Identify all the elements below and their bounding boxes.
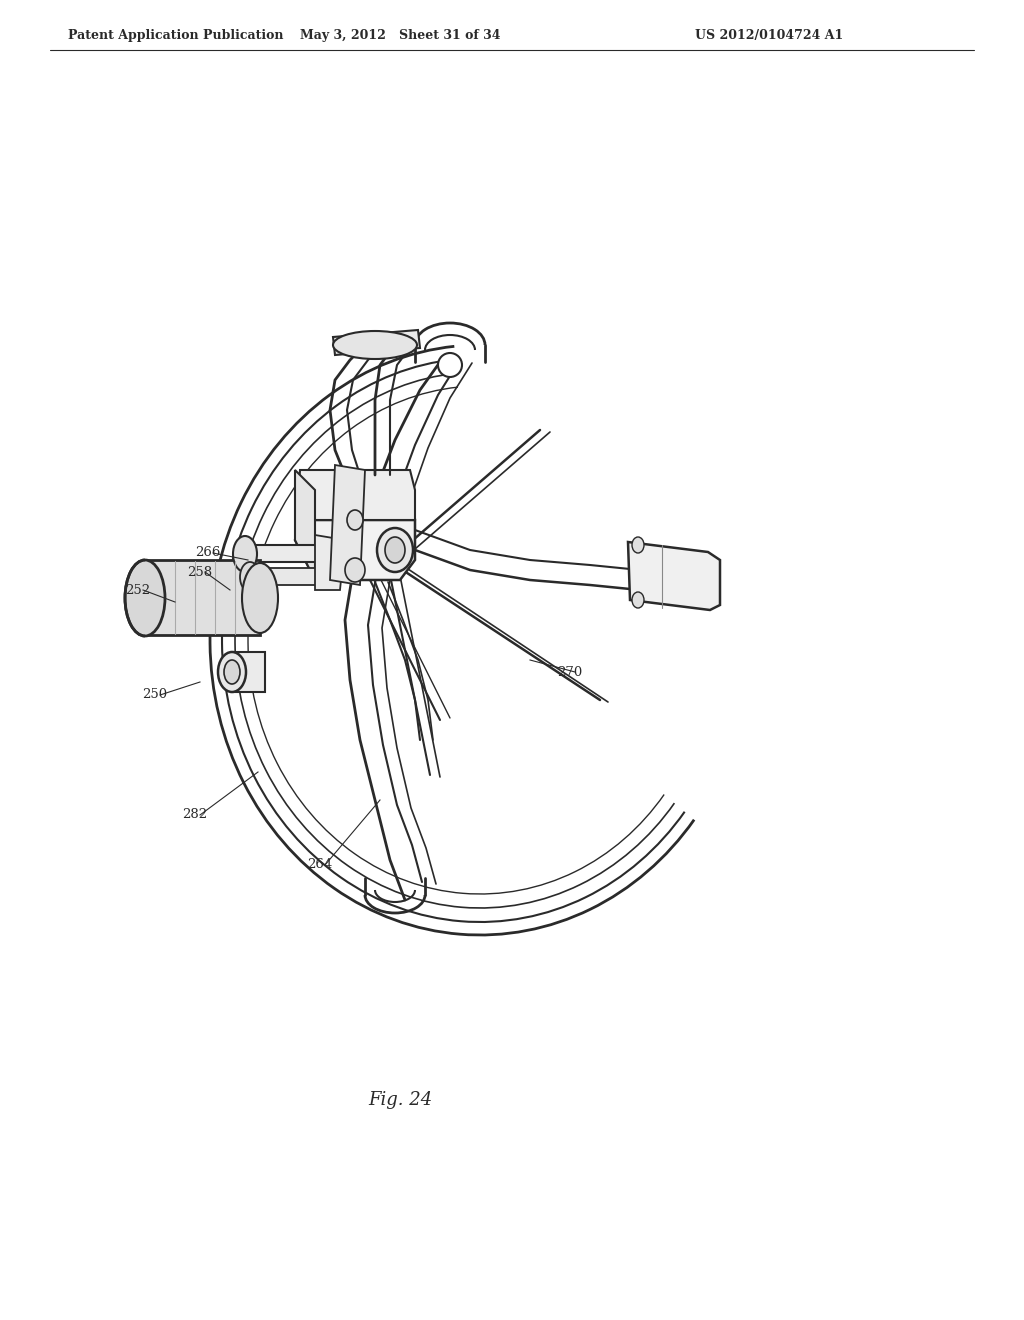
Text: 252: 252	[125, 583, 151, 597]
Polygon shape	[315, 535, 345, 590]
Ellipse shape	[385, 537, 406, 564]
Polygon shape	[295, 520, 415, 579]
Ellipse shape	[125, 560, 165, 636]
Polygon shape	[250, 568, 319, 585]
Text: 282: 282	[182, 808, 208, 821]
Polygon shape	[245, 545, 325, 562]
Polygon shape	[628, 543, 720, 610]
Text: 270: 270	[557, 665, 583, 678]
Ellipse shape	[377, 528, 413, 572]
Text: 266: 266	[196, 546, 221, 560]
Ellipse shape	[224, 660, 240, 684]
Ellipse shape	[218, 652, 246, 692]
Text: May 3, 2012   Sheet 31 of 34: May 3, 2012 Sheet 31 of 34	[300, 29, 501, 42]
Polygon shape	[298, 470, 415, 520]
Ellipse shape	[333, 331, 417, 359]
Ellipse shape	[632, 537, 644, 553]
Ellipse shape	[240, 562, 260, 591]
Polygon shape	[330, 465, 365, 585]
Ellipse shape	[632, 591, 644, 609]
Text: 250: 250	[142, 689, 168, 701]
Text: 258: 258	[187, 565, 213, 578]
Ellipse shape	[347, 510, 362, 531]
Ellipse shape	[242, 564, 278, 634]
Ellipse shape	[438, 352, 462, 378]
Text: Fig. 24: Fig. 24	[368, 1092, 432, 1109]
Polygon shape	[232, 652, 265, 692]
Text: 264: 264	[307, 858, 333, 871]
Polygon shape	[295, 470, 315, 579]
Ellipse shape	[345, 558, 365, 582]
Text: US 2012/0104724 A1: US 2012/0104724 A1	[695, 29, 843, 42]
Polygon shape	[333, 330, 420, 355]
Ellipse shape	[233, 536, 257, 572]
Polygon shape	[145, 560, 260, 635]
Text: Patent Application Publication: Patent Application Publication	[68, 29, 284, 42]
